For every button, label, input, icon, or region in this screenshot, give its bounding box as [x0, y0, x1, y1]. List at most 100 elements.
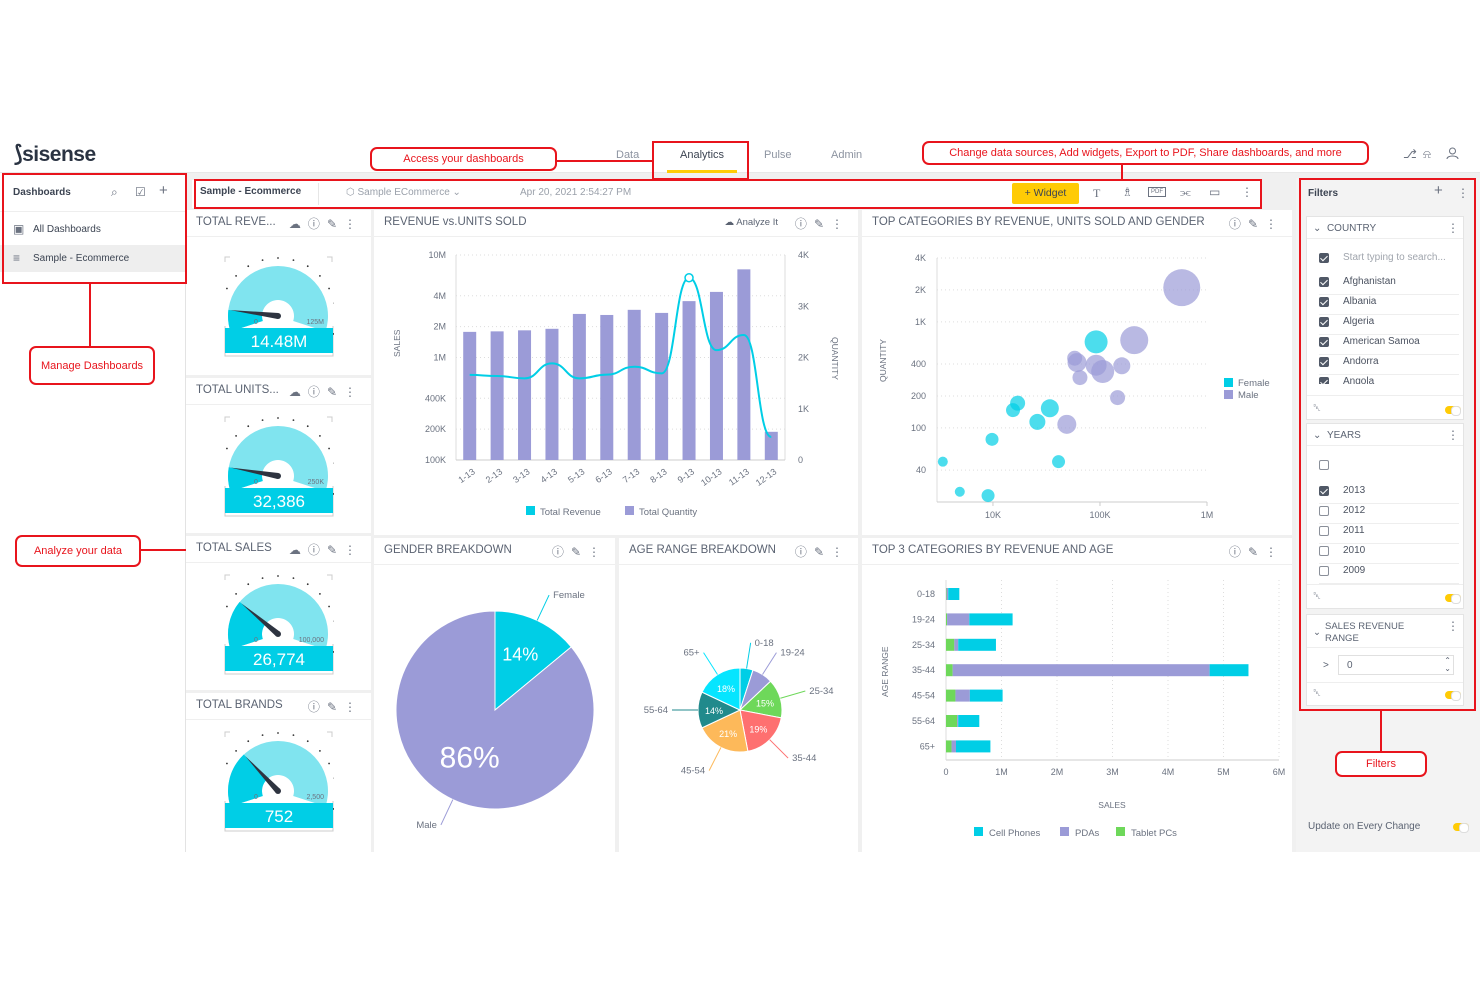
branch-icon[interactable]: ⎇ — [1403, 147, 1417, 161]
trash-icon[interactable]: ␡ — [1313, 688, 1321, 699]
filter-header[interactable]: ⌄ COUNTRY — [1313, 223, 1377, 234]
more-icon[interactable]: ⋮ — [344, 700, 363, 714]
select-icon[interactable]: ☑ — [135, 185, 146, 199]
update-on-change-toggle[interactable] — [1453, 823, 1469, 833]
analyze-icon[interactable]: ☁ — [288, 217, 308, 231]
edit-icon[interactable]: ✎ — [813, 217, 831, 231]
nav-pulse[interactable]: Pulse — [764, 149, 792, 161]
nav-admin[interactable]: Admin — [831, 149, 863, 161]
filter-item[interactable]: Afghanistan — [1319, 275, 1459, 295]
info-icon[interactable]: ⓘ — [307, 700, 327, 714]
more-icon[interactable]: ⋮ — [344, 385, 363, 399]
filter-item[interactable]: 2013 — [1319, 484, 1459, 504]
sidebar-item-all-dashboards[interactable]: ▣ All Dashboards — [0, 216, 185, 243]
filter-checkbox[interactable] — [1319, 317, 1329, 327]
edit-icon[interactable]: ✎ — [326, 543, 344, 557]
trash-icon[interactable]: ␡ — [1313, 403, 1321, 414]
bell-icon[interactable]: ⍾ — [1423, 147, 1431, 161]
filter-item[interactable]: American Samoa — [1319, 335, 1459, 355]
info-icon[interactable]: ⓘ — [551, 545, 571, 559]
filter-checkbox[interactable] — [1319, 277, 1329, 287]
filter-checkbox[interactable] — [1319, 526, 1329, 536]
x-tick-label: 6-13 — [593, 466, 613, 485]
leader-line — [769, 739, 789, 759]
more-icon[interactable]: ⋮ — [1265, 545, 1284, 559]
filter-checkbox[interactable] — [1319, 337, 1329, 347]
filter-toggle[interactable] — [1445, 406, 1461, 416]
add-dashboard-icon[interactable]: + — [159, 182, 168, 199]
search-icon[interactable]: ⌕ — [111, 185, 118, 199]
nav-analytics[interactable]: Analytics — [680, 149, 725, 161]
filter-more-icon[interactable]: ⋮ — [1447, 428, 1459, 442]
sidebar-item-sample-ecommerce[interactable]: ≡ Sample - Ecommerce — [0, 245, 185, 272]
legend-swatch — [625, 506, 634, 515]
filter-checkbox[interactable] — [1319, 377, 1329, 384]
user-icon[interactable] — [1446, 147, 1459, 165]
stepper-icon[interactable]: ⌃ ⌄ — [1444, 656, 1451, 673]
more-icon[interactable]: ⋮ — [344, 217, 363, 231]
pdf-export-icon[interactable]: PDF — [1148, 187, 1166, 197]
info-icon[interactable]: ⓘ — [794, 217, 814, 231]
filter-item[interactable]: 2009 — [1319, 564, 1459, 584]
filters-more-icon[interactable]: ⋮ — [1457, 186, 1469, 200]
nav-data[interactable]: Data — [616, 149, 640, 161]
filter-more-icon[interactable]: ⋮ — [1447, 221, 1459, 235]
more-icon[interactable]: ⋮ — [831, 545, 850, 559]
add-filter-icon[interactable]: + — [1434, 182, 1443, 199]
filter-checkbox[interactable] — [1319, 486, 1329, 496]
info-icon[interactable]: ⓘ — [1228, 545, 1248, 559]
text-widget-icon[interactable]: T — [1093, 186, 1101, 200]
filter-checkbox[interactable] — [1319, 357, 1329, 367]
info-icon[interactable]: ⓘ — [307, 217, 327, 231]
filter-checkbox[interactable] — [1319, 546, 1329, 556]
filter-header[interactable]: ⌄ YEARS — [1313, 430, 1361, 441]
share-icon[interactable]: ⫘ — [1180, 185, 1191, 199]
filter-toggle[interactable] — [1445, 594, 1461, 604]
filter-item[interactable]: Albania — [1319, 295, 1459, 315]
brush-icon[interactable]: ♗ — [1122, 185, 1133, 199]
filter-more-icon[interactable]: ⋮ — [1447, 619, 1459, 633]
more-icon[interactable]: ⋮ — [1265, 217, 1284, 231]
datasource-selector[interactable]: ⬡ Sample ECommerce ⌄ — [346, 187, 461, 198]
more-icon[interactable]: ⋮ — [588, 545, 607, 559]
edit-icon[interactable]: ✎ — [326, 385, 344, 399]
edit-icon[interactable]: ✎ — [1247, 545, 1265, 559]
analyze-icon[interactable]: ☁ — [288, 543, 308, 557]
filter-checkbox[interactable] — [1319, 297, 1329, 307]
filter-item[interactable]: 2012 — [1319, 504, 1459, 524]
info-icon[interactable]: ⓘ — [307, 385, 327, 399]
select-all-checkbox[interactable] — [1319, 460, 1329, 470]
more-icon[interactable]: ⋮ — [831, 217, 850, 231]
add-widget-button[interactable]: + Widget — [1012, 183, 1079, 204]
filter-search-input[interactable]: Start typing to search... — [1343, 252, 1446, 263]
edit-icon[interactable]: ✎ — [1247, 217, 1265, 231]
edit-icon[interactable]: ✎ — [813, 545, 831, 559]
analyze-it-button[interactable]: ☁ Analyze It — [724, 217, 778, 228]
y-tick-label: 45-54 — [912, 691, 935, 701]
chevron-down-icon: ⌄ — [449, 187, 461, 198]
analyze-icon[interactable]: ☁ — [288, 385, 308, 399]
filter-checkbox[interactable] — [1319, 566, 1329, 576]
more-menu-icon[interactable]: ⋮ — [1241, 185, 1253, 199]
select-all-checkbox[interactable] — [1319, 253, 1329, 263]
more-icon[interactable]: ⋮ — [344, 543, 363, 557]
edit-icon[interactable]: ✎ — [570, 545, 588, 559]
gauge: 0 125M 14.48M — [224, 256, 334, 357]
info-icon[interactable]: ⓘ — [1228, 217, 1248, 231]
range-value-input[interactable]: 0 ⌃ ⌄ — [1338, 655, 1454, 675]
sidebar-item-label: Sample - Ecommerce — [33, 253, 130, 264]
filter-item[interactable]: Algeria — [1319, 315, 1459, 335]
info-icon[interactable]: ⓘ — [307, 543, 327, 557]
filter-toggle[interactable] — [1445, 691, 1461, 701]
info-icon[interactable]: ⓘ — [794, 545, 814, 559]
filter-item[interactable]: Angola — [1319, 375, 1459, 384]
edit-icon[interactable]: ✎ — [326, 700, 344, 714]
filter-item[interactable]: Andorra — [1319, 355, 1459, 375]
filter-checkbox[interactable] — [1319, 506, 1329, 516]
sisense-logo[interactable]: ⟆sisense — [14, 141, 96, 166]
trash-icon[interactable]: ␡ — [1313, 591, 1321, 602]
screen-icon[interactable]: ▭ — [1209, 185, 1221, 199]
filter-item[interactable]: 2011 — [1319, 524, 1459, 544]
filter-item[interactable]: 2010 — [1319, 544, 1459, 564]
edit-icon[interactable]: ✎ — [326, 217, 344, 231]
